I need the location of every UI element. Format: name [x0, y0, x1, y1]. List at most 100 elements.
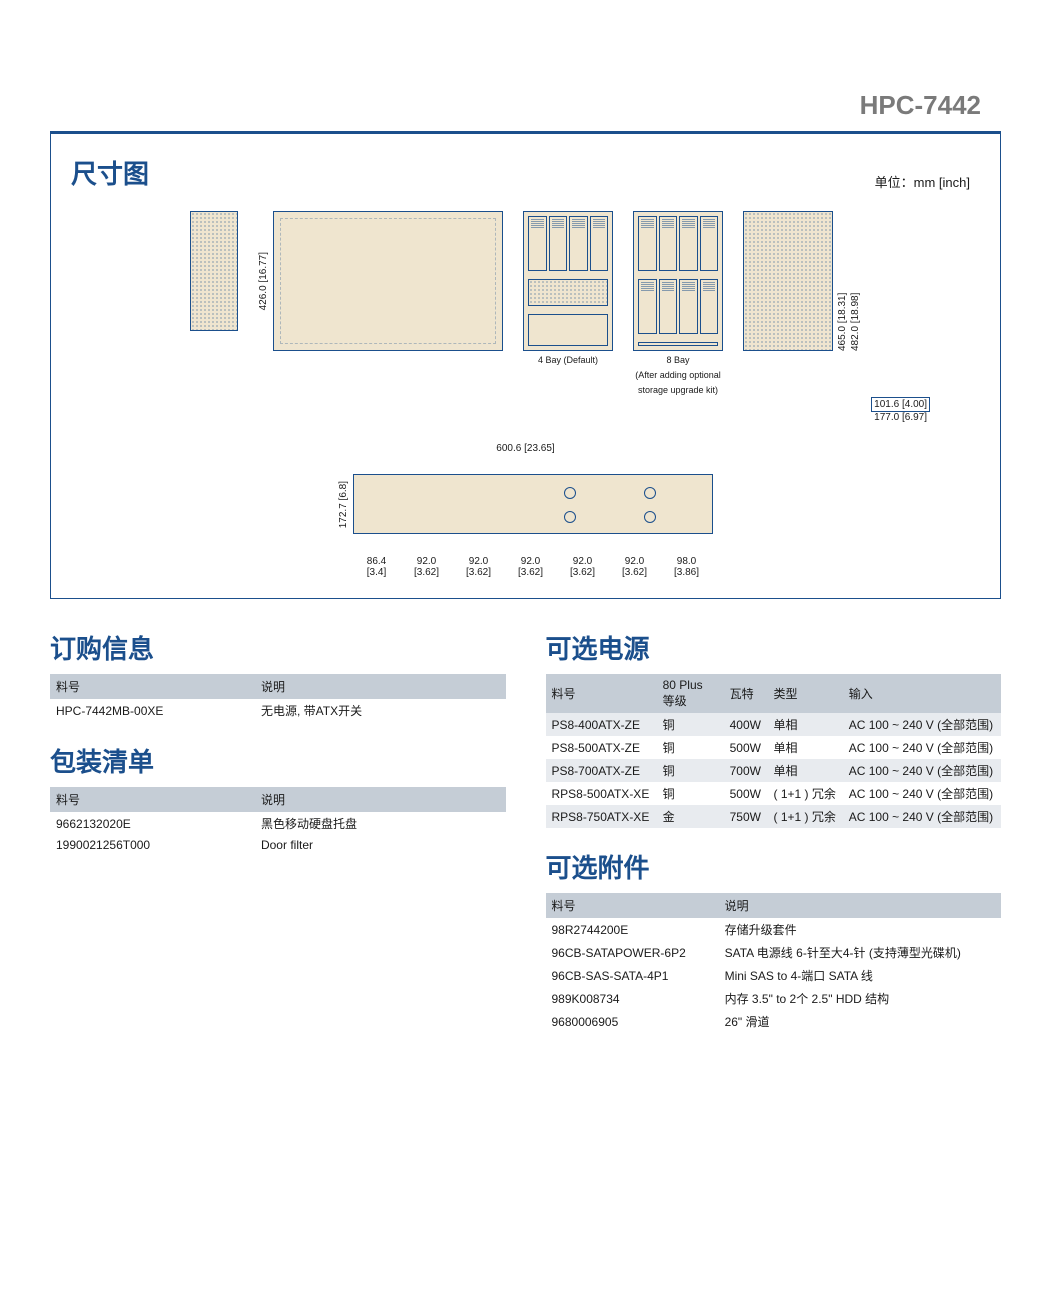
th: 输入	[843, 674, 1001, 713]
seg6b: [3.62]	[609, 567, 661, 578]
packing-title: 包装清单	[50, 742, 506, 779]
seg4: 92.0	[505, 556, 557, 567]
seg7: 98.0	[661, 556, 713, 567]
diagram-area: 426.0 [16.77]	[71, 211, 980, 578]
th: 80 Plus 等级	[657, 674, 724, 713]
cell: PS8-700ATX-ZE	[546, 759, 657, 782]
seg1: 86.4	[353, 556, 401, 567]
seg3: 92.0	[453, 556, 505, 567]
cell: PS8-500ATX-ZE	[546, 736, 657, 759]
side-bottom-dims: 86.4 [3.4] 92.0 [3.62] 92.0 [3.62] 92.0 …	[353, 556, 713, 578]
dimensions-box: 尺寸图 单位：mm [inch] 426.0 [16.77]	[50, 134, 1001, 599]
cell: 铜	[657, 759, 724, 782]
table-row: RPS8-750ATX-XE金750W( 1+1 ) 冗余AC 100 ~ 24…	[546, 805, 1002, 828]
table-row: PS8-500ATX-ZE铜500W单相AC 100 ~ 240 V (全部范围…	[546, 736, 1002, 759]
table-row: 98R2744200E存储升级套件	[546, 918, 1002, 941]
ordering-title: 订购信息	[50, 629, 506, 666]
chassis-rack: 465.0 [18.31] 482.0 [18.98]	[743, 211, 861, 351]
cell: 9662132020E	[50, 812, 255, 835]
th: 说明	[255, 787, 506, 812]
rack-w2: 177.0 [6.97]	[871, 412, 930, 423]
cell: SATA 电源线 6-针至大4-针 (支持薄型光碟机)	[719, 941, 1001, 964]
col-left: 订购信息 料号 说明 HPC-7442MB-00XE 无电源, 带ATX开关 包…	[50, 629, 506, 1053]
th: 说明	[255, 674, 506, 699]
rack-h1: 465.0 [18.31]	[837, 211, 848, 351]
seg2: 92.0	[401, 556, 453, 567]
cell: 96CB-SAS-SATA-4P1	[546, 964, 719, 987]
diagram-row-1: 426.0 [16.77]	[71, 211, 980, 395]
content-columns: 订购信息 料号 说明 HPC-7442MB-00XE 无电源, 带ATX开关 包…	[50, 629, 1001, 1053]
table-row: 989K008734内存 3.5" to 2个 2.5" HDD 结构	[546, 987, 1002, 1010]
seg4b: [3.62]	[505, 567, 557, 578]
cell: 500W	[724, 782, 768, 805]
table-row: 96CB-SAS-SATA-4P1Mini SAS to 4-端口 SATA 线	[546, 964, 1002, 987]
psu-table: 料号 80 Plus 等级 瓦特 类型 输入 PS8-400ATX-ZE铜400…	[546, 674, 1002, 828]
cell: Door filter	[255, 835, 506, 855]
cell: 26" 滑道	[719, 1010, 1001, 1033]
th: 类型	[767, 674, 842, 713]
cell: 750W	[724, 805, 768, 828]
packing-table: 料号 说明 9662132020E黑色移动硬盘托盘 1990021256T000…	[50, 787, 506, 855]
cell: 存储升级套件	[719, 918, 1001, 941]
cell: 铜	[657, 736, 724, 759]
side-height-label-2: 172.7 [6.8]	[338, 481, 349, 528]
cell: 铜	[657, 713, 724, 736]
th: 料号	[546, 674, 657, 713]
rack-h2: 482.0 [18.98]	[850, 211, 861, 351]
col-right: 可选电源 料号 80 Plus 等级 瓦特 类型 输入 PS8-400ATX-Z…	[546, 629, 1002, 1053]
th: 料号	[50, 674, 255, 699]
cell: AC 100 ~ 240 V (全部范围)	[843, 782, 1001, 805]
cell: ( 1+1 ) 冗余	[767, 805, 842, 828]
caption-4bay: 4 Bay (Default)	[523, 355, 613, 366]
cell: 500W	[724, 736, 768, 759]
table-row: 96CB-SATAPOWER-6P2SATA 电源线 6-针至大4-针 (支持薄…	[546, 941, 1002, 964]
table-row: 1990021256T000Door filter	[50, 835, 506, 855]
cell: HPC-7442MB-00XE	[50, 699, 255, 722]
chassis-front-small	[190, 211, 238, 331]
cell: 98R2744200E	[546, 918, 719, 941]
cell: 无电源, 带ATX开关	[255, 699, 506, 722]
dimensions-unit: 单位：mm [inch]	[875, 172, 980, 191]
cell: AC 100 ~ 240 V (全部范围)	[843, 759, 1001, 782]
cell: 700W	[724, 759, 768, 782]
accessories-title: 可选附件	[546, 848, 1002, 885]
cell: 单相	[767, 713, 842, 736]
seg5b: [3.62]	[557, 567, 609, 578]
cell: RPS8-500ATX-XE	[546, 782, 657, 805]
cell: ( 1+1 ) 冗余	[767, 782, 842, 805]
cell: 单相	[767, 736, 842, 759]
caption-8bay-line3: storage upgrade kit)	[633, 385, 723, 396]
caption-8bay-line2: (After adding optional	[633, 370, 723, 381]
seg5: 92.0	[557, 556, 609, 567]
caption-8bay-line1: 8 Bay	[633, 355, 723, 366]
diagram-row-2: 600.6 [23.65] 172.7 [6.8] 86.4 [3.4]	[71, 443, 980, 578]
cell: AC 100 ~ 240 V (全部范围)	[843, 713, 1001, 736]
th: 料号	[50, 787, 255, 812]
th: 瓦特	[724, 674, 768, 713]
ordering-table: 料号 说明 HPC-7442MB-00XE 无电源, 带ATX开关	[50, 674, 506, 722]
table-row: 9662132020E黑色移动硬盘托盘	[50, 812, 506, 835]
cell: 黑色移动硬盘托盘	[255, 812, 506, 835]
dimensions-title: 尺寸图	[71, 154, 149, 191]
page: HPC-7442 尺寸图 单位：mm [inch] 426.0 [16.77]	[0, 0, 1051, 1103]
rack-w1: 101.6 [4.00]	[871, 397, 930, 412]
cell: 400W	[724, 713, 768, 736]
cell: 单相	[767, 759, 842, 782]
cell: AC 100 ~ 240 V (全部范围)	[843, 805, 1001, 828]
cell: 9680006905	[546, 1010, 719, 1033]
side-height-label: 426.0 [16.77]	[258, 252, 269, 310]
chassis-side-panel: 426.0 [16.77]	[258, 211, 503, 351]
accessories-table: 料号 说明 98R2744200E存储升级套件 96CB-SATAPOWER-6…	[546, 893, 1002, 1033]
th: 料号	[546, 893, 719, 918]
table-row: PS8-400ATX-ZE铜400W单相AC 100 ~ 240 V (全部范围…	[546, 713, 1002, 736]
cell: AC 100 ~ 240 V (全部范围)	[843, 736, 1001, 759]
seg2b: [3.62]	[401, 567, 453, 578]
psu-title: 可选电源	[546, 629, 1002, 666]
th: 说明	[719, 893, 1001, 918]
cell: 989K008734	[546, 987, 719, 1010]
cell: 铜	[657, 782, 724, 805]
table-row: RPS8-500ATX-XE铜500W( 1+1 ) 冗余AC 100 ~ 24…	[546, 782, 1002, 805]
table-row: PS8-700ATX-ZE铜700W单相AC 100 ~ 240 V (全部范围…	[546, 759, 1002, 782]
seg6: 92.0	[609, 556, 661, 567]
cell: RPS8-750ATX-XE	[546, 805, 657, 828]
